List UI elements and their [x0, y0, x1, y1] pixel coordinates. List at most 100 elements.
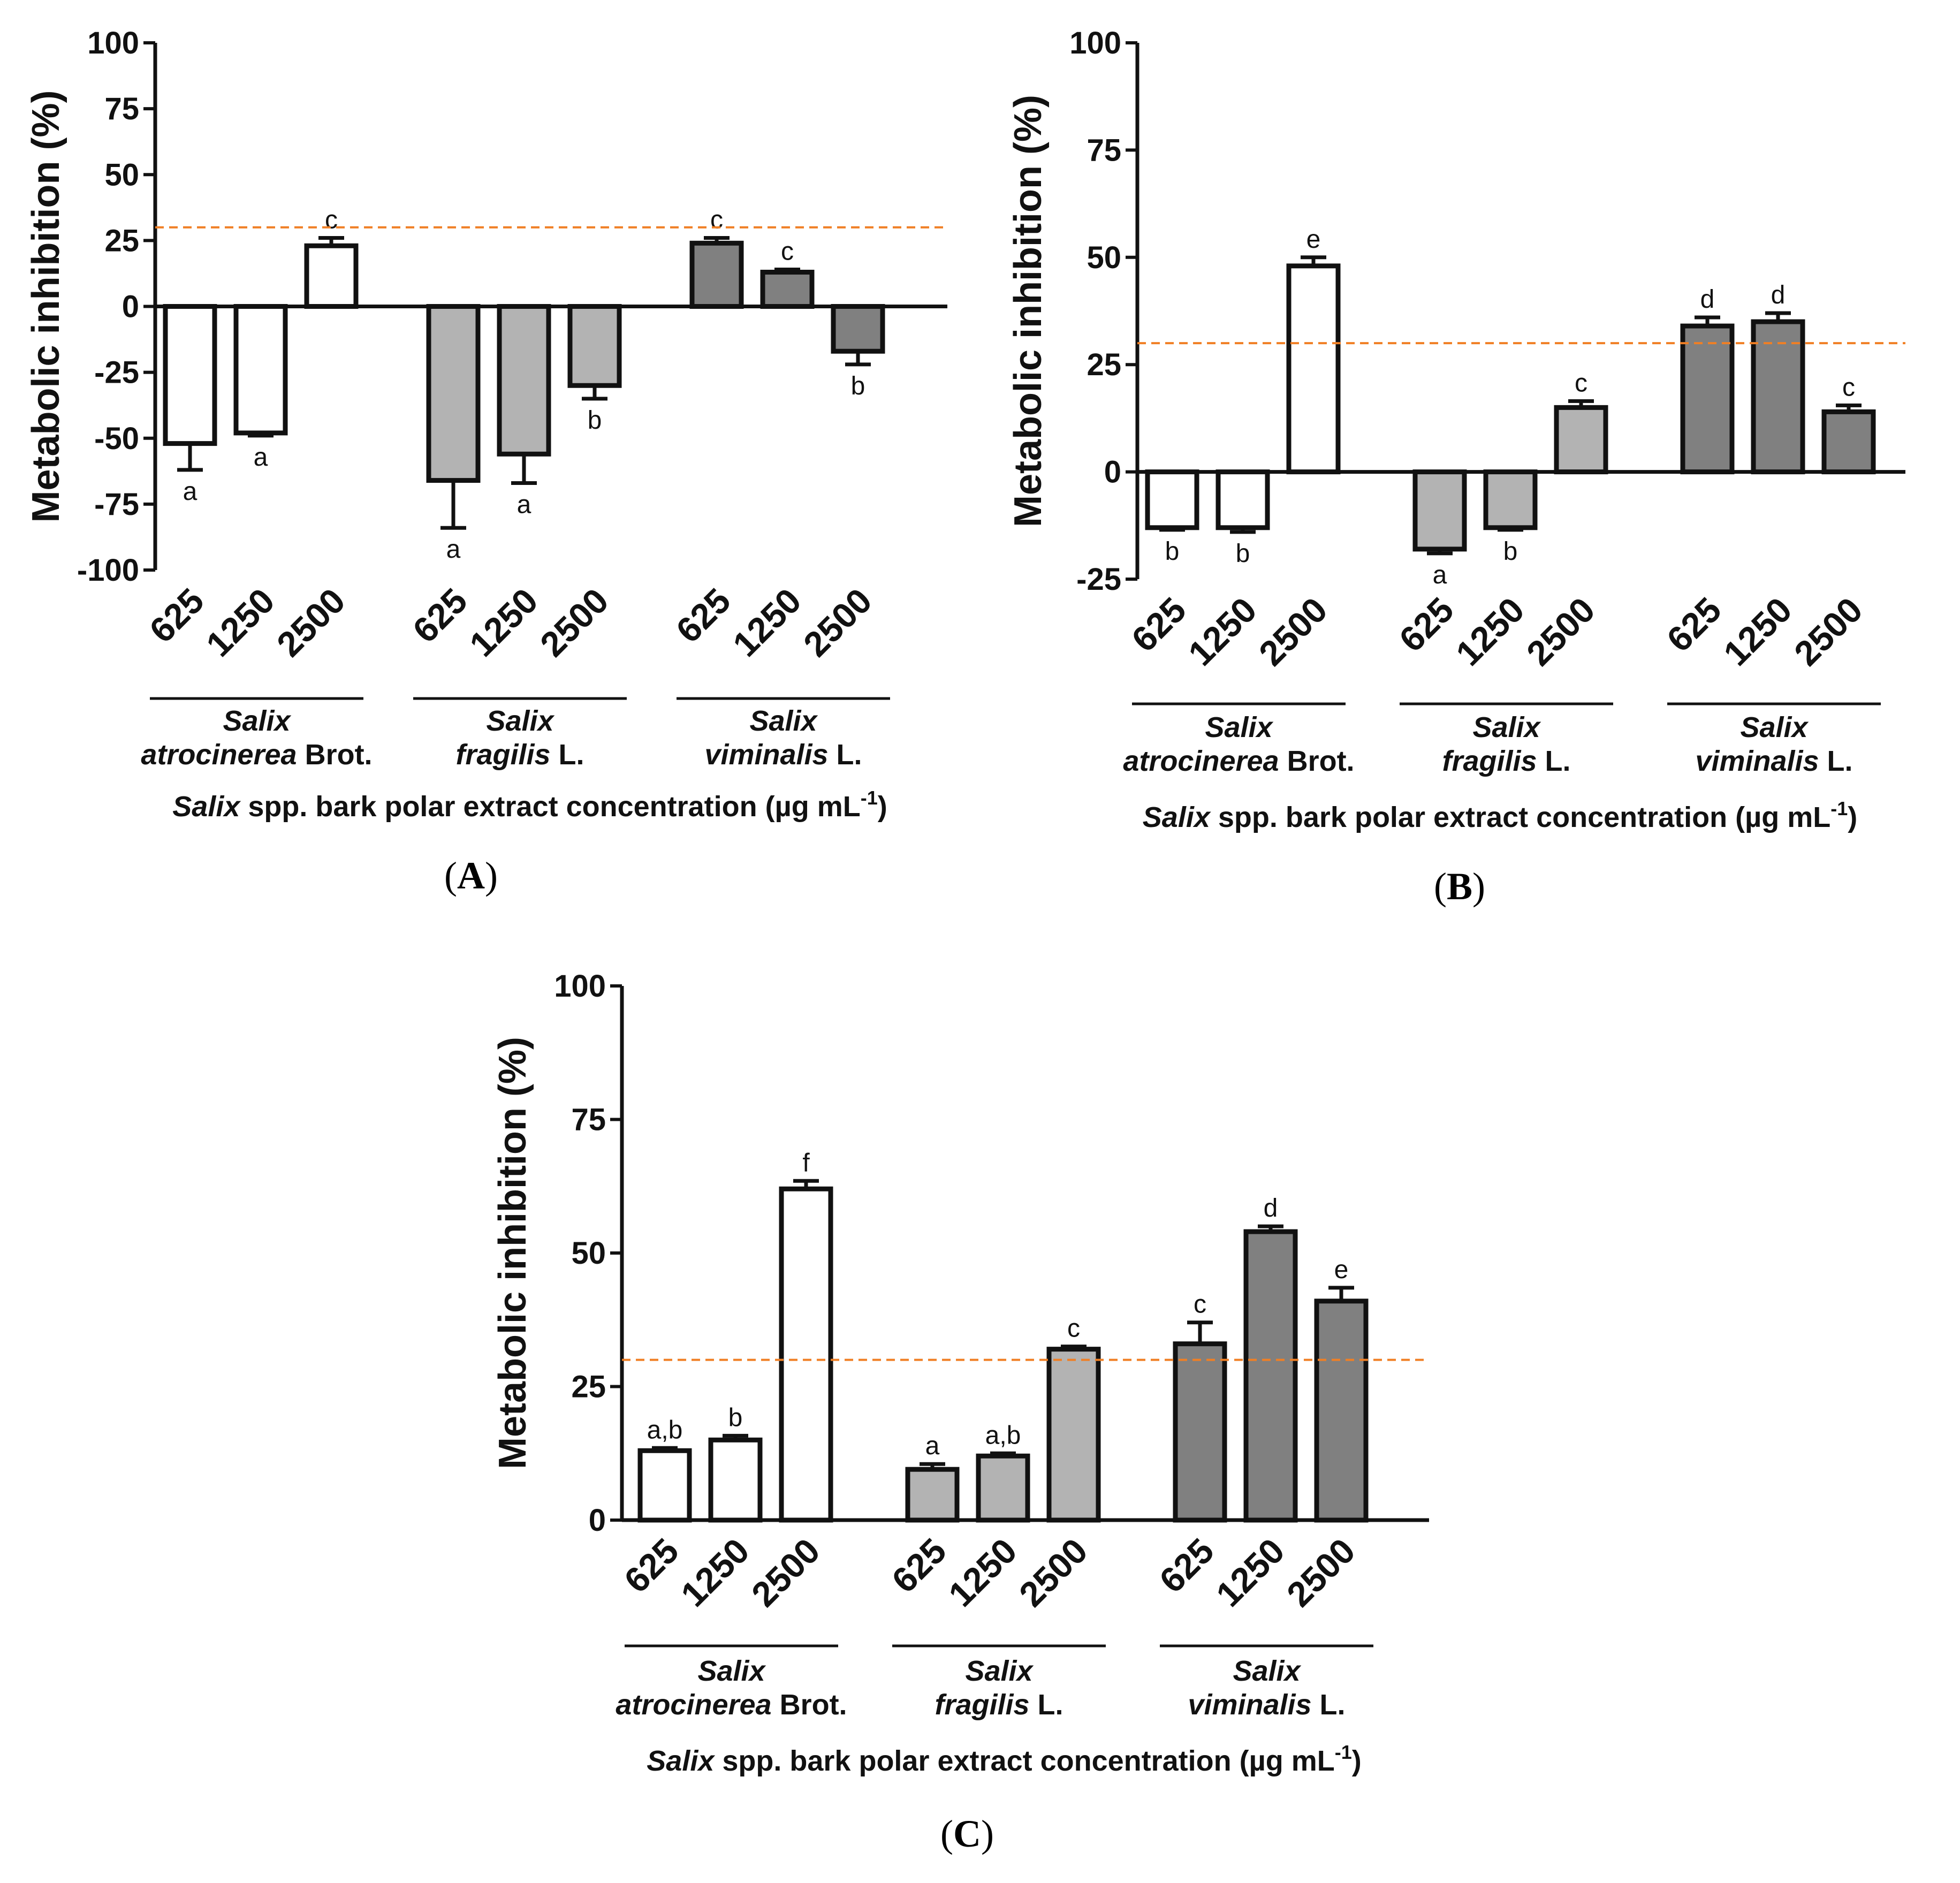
bar — [1173, 1341, 1227, 1523]
significance-letter: a — [446, 535, 461, 564]
species-name-label: fragilis L. — [1442, 745, 1570, 777]
significance-letter: c — [1194, 1290, 1206, 1319]
species-genus-label: Salix — [965, 1655, 1034, 1687]
x-tick-label: 2500 — [533, 581, 616, 664]
significance-letter: a — [254, 443, 268, 472]
species-name-label: atrocinerea Brot. — [141, 739, 372, 771]
y-tick-label: 50 — [571, 1236, 606, 1271]
x-tick-label: 1250 — [941, 1531, 1024, 1614]
panel-label: (A) — [444, 854, 498, 897]
x-tick-label: 625 — [1152, 1531, 1221, 1600]
species-genus-label: Salix — [1233, 1655, 1301, 1687]
species-genus-label: Salix — [1472, 711, 1541, 743]
significance-letter: d — [1771, 281, 1786, 309]
y-tick-label: 50 — [104, 157, 139, 192]
x-axis-label: Salix spp. bark polar extract concentrat… — [172, 787, 887, 823]
species-name-label: atrocinerea Brot. — [616, 1689, 847, 1721]
x-tick-label: 2500 — [269, 581, 353, 664]
bar — [1821, 409, 1876, 475]
significance-letter: e — [1334, 1256, 1349, 1284]
bar — [976, 1453, 1030, 1523]
panel-label: (C) — [940, 1812, 994, 1855]
y-axis-label: Metabolic inhibition (%) — [491, 1037, 534, 1469]
y-tick-label: -25 — [94, 355, 139, 390]
x-tick-label: 1250 — [673, 1531, 757, 1614]
species-name-label: viminalis L. — [1188, 1689, 1345, 1721]
y-tick-label: 75 — [1087, 133, 1121, 168]
significance-letter: c — [1575, 369, 1587, 397]
species-genus-label: Salix — [697, 1655, 766, 1687]
significance-letter: b — [1503, 537, 1518, 566]
bar — [1412, 469, 1467, 552]
y-tick-label: -50 — [94, 421, 139, 456]
x-tick-label: 625 — [668, 581, 738, 650]
y-tick-label: 100 — [87, 26, 139, 60]
x-axis-label: Salix spp. bark polar extract concentrat… — [1143, 798, 1857, 833]
bar — [1243, 1229, 1298, 1523]
significance-letter: c — [1842, 373, 1855, 401]
significance-letter: b — [1165, 537, 1180, 566]
x-tick-label: 625 — [1659, 590, 1729, 659]
y-tick-label: 50 — [1087, 240, 1121, 275]
y-tick-label: 25 — [104, 223, 139, 258]
bar — [637, 1448, 692, 1523]
x-tick-label: 1250 — [462, 581, 545, 664]
bar — [1215, 469, 1270, 530]
x-tick-label: 2500 — [744, 1531, 827, 1614]
significance-letter: a — [183, 477, 197, 506]
significance-letter: c — [710, 206, 723, 234]
significance-letter: b — [588, 406, 602, 435]
bar — [1680, 323, 1735, 475]
significance-letter: a,b — [647, 1416, 683, 1444]
x-tick-label: 2500 — [1012, 1531, 1095, 1614]
x-tick-label: 1250 — [725, 581, 809, 664]
x-tick-label: 625 — [1392, 590, 1461, 659]
bar — [567, 304, 622, 388]
species-name-label: fragilis L. — [935, 1689, 1063, 1721]
bar — [905, 1467, 960, 1523]
species-name-label: viminalis L. — [1695, 745, 1852, 777]
x-tick-label: 625 — [142, 581, 211, 650]
bar — [1046, 1347, 1101, 1523]
chart-panel-c: 0 25 50 75 100 Metabolic inhibition (%) a,b 625… — [491, 969, 1429, 1855]
significance-letter: a,b — [985, 1421, 1021, 1449]
y-tick-label: -25 — [1076, 562, 1121, 597]
y-tick-label: 100 — [554, 969, 606, 1004]
y-tick-label: 75 — [571, 1103, 606, 1137]
significance-letter: c — [781, 238, 794, 266]
x-tick-label: 2500 — [1787, 590, 1870, 673]
y-tick-label: 25 — [1087, 347, 1121, 382]
y-tick-label: -75 — [94, 487, 139, 522]
x-tick-label: 625 — [884, 1531, 954, 1600]
bar — [1483, 469, 1538, 530]
species-name-label: viminalis L. — [704, 739, 862, 771]
species-genus-label: Salix — [223, 705, 291, 737]
x-tick-label: 625 — [1124, 590, 1194, 659]
bar — [1751, 319, 1805, 475]
species-genus-label: Salix — [1740, 711, 1809, 743]
y-tick-label: 0 — [1104, 455, 1121, 490]
significance-letter: b — [728, 1403, 743, 1432]
x-tick-label: 2500 — [1519, 590, 1602, 673]
significance-letter: d — [1700, 285, 1715, 314]
significance-letter: d — [1264, 1194, 1278, 1223]
chart-panel-b: -25 0 25 50 75 100 Metabolic inhibition (%) b 62… — [1007, 26, 1905, 908]
bar — [1286, 263, 1341, 475]
x-tick-label: 1250 — [1448, 590, 1532, 673]
x-tick-label: 1250 — [1181, 590, 1264, 673]
bar — [304, 243, 359, 309]
species-genus-label: Salix — [749, 705, 818, 737]
significance-letter: b — [851, 372, 865, 400]
bar — [1314, 1299, 1369, 1523]
bar — [689, 240, 744, 309]
x-tick-label: 2500 — [1279, 1531, 1363, 1614]
x-axis-label: Salix spp. bark polar extract concentrat… — [647, 1741, 1361, 1777]
y-tick-label: 0 — [589, 1503, 606, 1538]
species-name-label: fragilis L. — [455, 739, 584, 771]
significance-letter: b — [1236, 540, 1250, 568]
y-tick-label: -100 — [77, 553, 139, 588]
bar — [233, 304, 288, 436]
bar — [831, 304, 885, 354]
y-axis-label: Metabolic inhibition (%) — [1007, 95, 1050, 527]
y-tick-label: 0 — [122, 290, 139, 324]
